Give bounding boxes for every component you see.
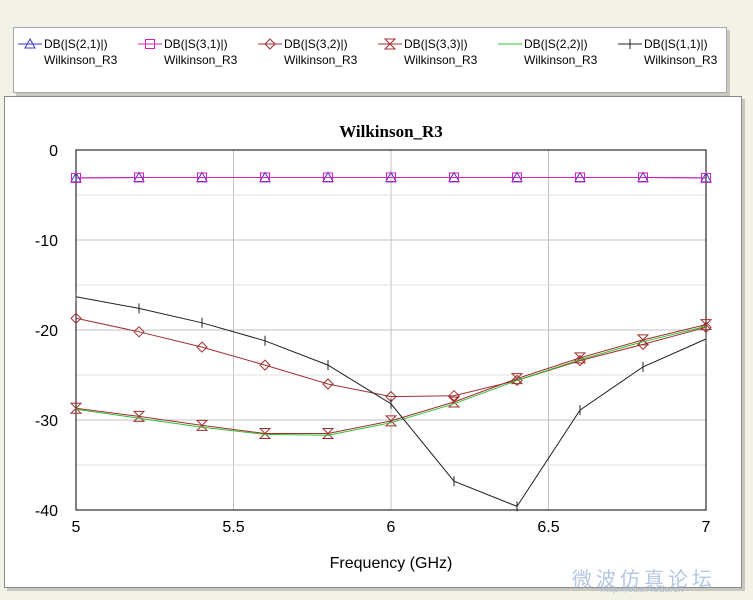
legend-sublabel: Wilkinson_R3 — [404, 53, 478, 67]
legend-item-s31: DB(|S(3,1)|) Wilkinson_R3 — [138, 36, 258, 76]
legend-sublabel: Wilkinson_R3 — [44, 53, 118, 67]
x-tick-label: 5 — [72, 519, 81, 536]
legend-label: DB(|S(3,1)|) — [164, 37, 228, 51]
legend-item-s21: DB(|S(2,1)|) Wilkinson_R3 — [18, 36, 138, 76]
x-tick-label: 7 — [702, 519, 711, 536]
data-point — [512, 172, 522, 183]
data-point — [638, 172, 648, 183]
data-point — [322, 378, 334, 390]
legend-swatch-s22 — [498, 43, 522, 45]
legend-item-s33: DB(|S(3,3)|) Wilkinson_R3 — [378, 36, 498, 76]
legend-swatch-s31 — [138, 39, 162, 49]
plot-panel: 5 5.5 6 6.5 7 0 -10 -20 -30 -40 Wilkinson_R3 Freque… — [4, 96, 742, 588]
data-point — [511, 374, 523, 387]
y-tick-label: -40 — [35, 503, 58, 520]
legend-marker-hourglass — [383, 38, 397, 50]
series-line — [75, 317, 707, 398]
legend-marker-diamond — [264, 38, 276, 50]
data-point — [134, 172, 144, 183]
series-1 — [71, 172, 711, 183]
data-point — [449, 172, 459, 183]
legend-swatch-s11 — [618, 39, 642, 49]
data-point — [323, 172, 333, 183]
watermark-url: http://bbs.rfeda.cn — [600, 585, 684, 595]
series-line — [75, 325, 707, 436]
legend-marker-triangle — [24, 37, 36, 49]
data-point — [70, 312, 82, 325]
data-point — [71, 172, 81, 183]
data-point — [575, 172, 585, 183]
legend-label: DB(|S(2,2)|) — [524, 37, 588, 51]
data-point — [69, 402, 83, 414]
series-5 — [75, 291, 707, 512]
chart-title: Wilkinson_R3 — [339, 122, 443, 141]
data-point — [258, 428, 272, 439]
line-chart: 5 5.5 6 6.5 7 0 -10 -20 -30 -40 Wilkinson_R3 Freque… — [35, 122, 713, 572]
legend-item-s22: DB(|S(2,2)|) Wilkinson_R3 — [498, 36, 618, 76]
y-tick-label: -10 — [35, 233, 58, 250]
legend-swatch-s33 — [378, 38, 402, 50]
legend-swatch-s32 — [258, 38, 282, 50]
legend-label: DB(|S(1,1)|) — [644, 37, 708, 51]
watermark-logo: 微波仿真论坛 http://bbs.rfeda.cn — [560, 555, 740, 597]
data-point — [260, 172, 270, 183]
data-point — [701, 172, 711, 183]
legend-item-s11: DB(|S(1,1)|) Wilkinson_R3 — [618, 36, 738, 76]
legend-label: DB(|S(2,1)|) — [44, 37, 108, 51]
legend-label: DB(|S(3,2)|) — [284, 37, 348, 51]
x-axis-label: Frequency (GHz) — [330, 555, 453, 572]
x-tick-label: 6 — [387, 519, 396, 536]
data-point — [197, 172, 207, 183]
legend-panel: DB(|S(2,1)|) Wilkinson_R3 DB(|S(3,1)|) W… — [13, 27, 727, 93]
legend-swatch-s21 — [18, 37, 42, 49]
legend-item-s32: DB(|S(3,2)|) Wilkinson_R3 — [258, 36, 378, 76]
legend-sublabel: Wilkinson_R3 — [524, 53, 598, 67]
legend-label: DB(|S(3,3)|) — [404, 37, 468, 51]
legend-sublabel: Wilkinson_R3 — [164, 53, 238, 67]
data-point — [259, 359, 271, 371]
legend-marker-square — [145, 39, 155, 49]
data-point — [448, 389, 460, 402]
data-point — [386, 172, 396, 183]
data-point — [133, 326, 145, 338]
data-point — [196, 341, 208, 353]
x-tick-label: 5.5 — [222, 519, 244, 536]
series-4 — [75, 325, 707, 436]
legend-sublabel: Wilkinson_R3 — [284, 53, 358, 67]
legend-sublabel: Wilkinson_R3 — [644, 53, 718, 67]
y-tick-label: 0 — [49, 143, 58, 160]
y-tick-label: -30 — [35, 413, 58, 430]
data-point — [699, 319, 713, 331]
watermark-title: 微波仿真论坛 — [572, 567, 716, 591]
x-tick-label: 6.5 — [537, 519, 559, 536]
y-tick-label: -20 — [35, 323, 58, 340]
